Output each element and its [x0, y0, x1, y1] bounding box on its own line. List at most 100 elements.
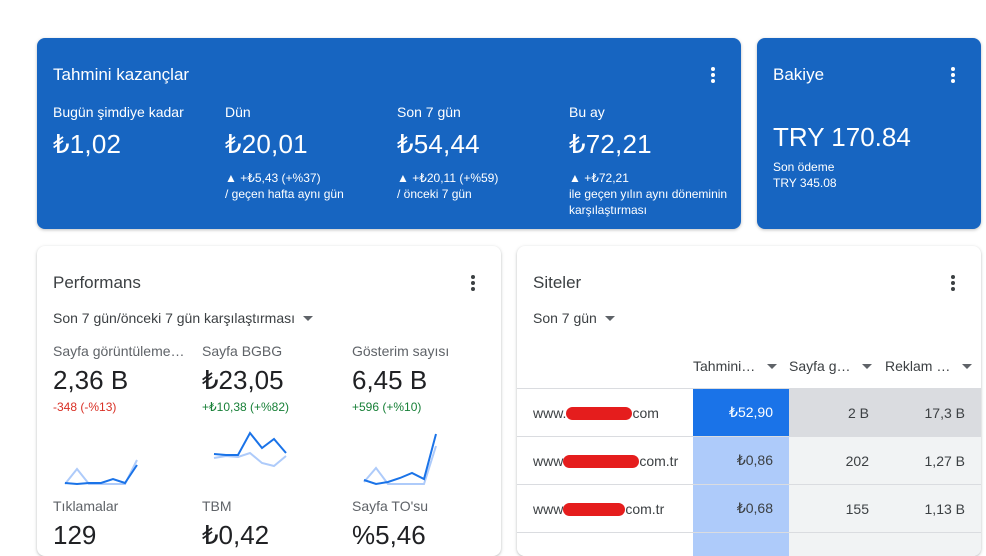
site-prefix: www — [533, 501, 563, 517]
metric-value: ₺23,05 — [202, 365, 342, 396]
performance-title: Performans — [53, 273, 141, 293]
column-header-label: Reklam … — [885, 358, 950, 374]
metric-yesterday: Dün ₺20,01 ▲ +₺5,43 (+%37) / geçen hafta… — [225, 104, 344, 202]
sites-title: Siteler — [533, 273, 581, 293]
metric-value: %5,46 — [352, 520, 492, 551]
metric-value: ₺20,01 — [225, 129, 344, 160]
metric-note: / geçen hafta aynı gün — [225, 186, 344, 202]
sparkline-page-rpm — [212, 428, 288, 488]
cell-pageviews — [789, 533, 885, 556]
metric-change: +596 (+%10) — [352, 400, 492, 414]
column-header-estimated-earnings[interactable]: Tahmini… — [693, 358, 777, 374]
metric-value: 129 — [53, 520, 193, 551]
metric-label: Sayfa TO'su — [352, 498, 492, 514]
metric-label: Sayfa görüntüleme… — [53, 343, 193, 359]
metric-change: +₺10,38 (+%82) — [202, 400, 342, 414]
table-row[interactable]: www com.tr ₺0,68 155 1,13 B — [517, 485, 981, 533]
metric-label: Bu ay — [569, 104, 729, 120]
metric-value: ₺54,44 — [397, 129, 498, 160]
balance-card: Bakiye TRY 170.84 Son ödeme TRY 345.08 — [757, 38, 981, 229]
metric-label: TBM — [202, 498, 342, 514]
site-name: www com.tr — [517, 437, 693, 485]
metric-change: ▲ +₺72,21 — [569, 170, 729, 186]
site-name: www. com — [517, 389, 693, 437]
site-suffix: com.tr — [625, 501, 664, 517]
balance-menu-icon[interactable] — [945, 65, 961, 85]
metric-this-month: Bu ay ₺72,21 ▲ +₺72,21 ile geçen yılın a… — [569, 104, 729, 218]
redaction-mark — [563, 503, 625, 516]
metric-change: ▲ +₺5,43 (+%37) — [225, 170, 344, 186]
last-payment-value: TRY 345.08 — [773, 176, 837, 190]
perf-metric-page-rpm[interactable]: Sayfa BGBG ₺23,05 +₺10,38 (+%82) — [202, 343, 342, 414]
column-header-pageviews[interactable]: Sayfa g… — [789, 358, 872, 374]
sites-menu-icon[interactable] — [945, 273, 961, 293]
cell-impressions — [885, 533, 981, 556]
site-prefix: www — [533, 453, 563, 469]
cell-pageviews: 2 B — [789, 389, 885, 437]
caret-down-icon — [605, 316, 615, 321]
sort-caret-icon — [962, 364, 972, 369]
metric-note: ile geçen yılın aynı döneminin karşılaşt… — [569, 186, 729, 218]
metric-value: ₺0,42 — [202, 520, 342, 551]
perf-metric-clicks[interactable]: Tıklamalar 129 — [53, 498, 193, 551]
cell-earnings: ₺0,68 — [693, 485, 789, 533]
redaction-mark — [563, 455, 639, 468]
range-label: Son 7 gün/önceki 7 gün karşılaştırması — [53, 310, 295, 326]
table-row[interactable]: www com.tr ₺0,86 202 1,27 B — [517, 437, 981, 485]
column-header-ad-impressions[interactable]: Reklam … — [885, 358, 972, 374]
metric-value: 2,36 B — [53, 365, 193, 396]
cell-impressions: 1,27 B — [885, 437, 981, 485]
perf-metric-pageviews[interactable]: Sayfa görüntüleme… 2,36 B -348 (-%13) — [53, 343, 193, 414]
sites-range-dropdown[interactable]: Son 7 gün — [533, 310, 615, 326]
cell-earnings — [693, 533, 789, 556]
sites-card: Siteler Son 7 gün Tahmini… Sayfa g… Rekl… — [517, 246, 981, 556]
site-suffix: com — [632, 405, 658, 421]
sort-caret-icon — [862, 364, 872, 369]
table-row[interactable] — [517, 533, 981, 556]
perf-metric-page-ctr[interactable]: Sayfa TO'su %5,46 — [352, 498, 492, 551]
metric-change: -348 (-%13) — [53, 400, 193, 414]
cell-pageviews: 155 — [789, 485, 885, 533]
metric-label: Bugün şimdiye kadar — [53, 104, 184, 120]
metric-label: Gösterim sayısı — [352, 343, 492, 359]
metric-value: ₺1,02 — [53, 129, 184, 160]
metric-value: 6,45 B — [352, 365, 492, 396]
earnings-menu-icon[interactable] — [705, 65, 721, 85]
balance-value: TRY 170.84 — [773, 122, 911, 153]
site-suffix: com.tr — [639, 453, 678, 469]
site-name — [517, 533, 693, 556]
last-payment-label: Son ödeme — [773, 160, 834, 174]
performance-range-dropdown[interactable]: Son 7 gün/önceki 7 gün karşılaştırması — [53, 310, 313, 326]
metric-today: Bugün şimdiye kadar ₺1,02 — [53, 104, 184, 160]
column-header-label: Tahmini… — [693, 358, 755, 374]
earnings-card: Tahmini kazançlar Bugün şimdiye kadar ₺1… — [37, 38, 741, 229]
metric-label: Son 7 gün — [397, 104, 498, 120]
table-row[interactable]: www.com ₺52,90 2 B 17,3 B — [517, 389, 981, 437]
cell-earnings: ₺52,90 — [693, 389, 789, 437]
perf-metric-impressions[interactable]: Gösterim sayısı 6,45 B +596 (+%10) — [352, 343, 492, 414]
cell-pageviews: 202 — [789, 437, 885, 485]
performance-card: Performans Son 7 gün/önceki 7 gün karşıl… — [37, 246, 501, 556]
site-prefix: www. — [533, 405, 566, 421]
sort-caret-icon — [767, 364, 777, 369]
site-name: www com.tr — [517, 485, 693, 533]
metric-value: ₺72,21 — [569, 129, 729, 160]
metric-last-7-days: Son 7 gün ₺54,44 ▲ +₺20,11 (+%59) / önce… — [397, 104, 498, 202]
balance-title: Bakiye — [773, 65, 824, 85]
metric-change: ▲ +₺20,11 (+%59) — [397, 170, 498, 186]
metric-note: / önceki 7 gün — [397, 186, 498, 202]
performance-menu-icon[interactable] — [465, 273, 481, 293]
range-label: Son 7 gün — [533, 310, 597, 326]
cell-earnings: ₺0,86 — [693, 437, 789, 485]
redaction-mark — [566, 407, 632, 420]
perf-metric-cpc[interactable]: TBM ₺0,42 — [202, 498, 342, 551]
metric-label: Sayfa BGBG — [202, 343, 342, 359]
sparkline-pageviews — [63, 428, 139, 488]
column-header-label: Sayfa g… — [789, 358, 850, 374]
metric-label: Tıklamalar — [53, 498, 193, 514]
sparkline-impressions — [362, 428, 438, 488]
earnings-title: Tahmini kazançlar — [53, 65, 189, 85]
cell-impressions: 1,13 B — [885, 485, 981, 533]
metric-label: Dün — [225, 104, 344, 120]
